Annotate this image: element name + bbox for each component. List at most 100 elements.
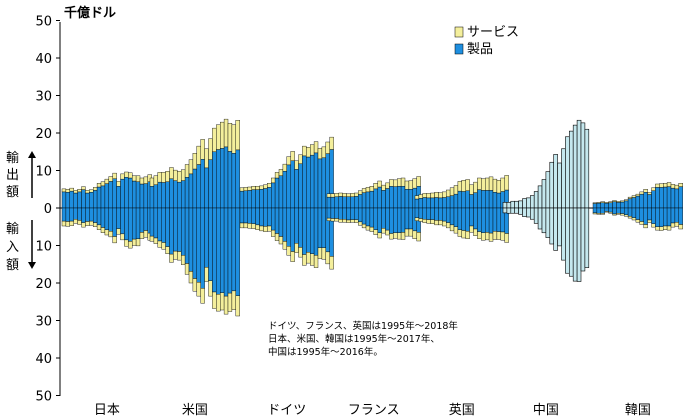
bar-export-goods <box>135 181 141 209</box>
bar-export-goods <box>442 197 447 209</box>
bar-import-goods <box>481 207 486 233</box>
bar-export-services <box>346 193 351 197</box>
bar-export-goods <box>173 180 178 209</box>
bar-import-services <box>659 226 664 231</box>
bar-import-services <box>616 213 621 215</box>
bar-export-goods <box>496 192 501 209</box>
bar-import-goods <box>81 207 86 223</box>
bar-export-services <box>616 201 621 203</box>
bar-export-services <box>169 167 174 179</box>
bar-import-goods <box>89 207 94 222</box>
bar-export-goods <box>192 168 197 209</box>
bar-export-total <box>533 191 539 209</box>
bar-export-goods <box>227 151 233 209</box>
bar-export-services <box>330 193 335 198</box>
bar-import-services <box>61 220 67 227</box>
bar-export-services <box>426 193 431 199</box>
bar-import-services <box>643 224 648 229</box>
bar-export-goods <box>449 195 455 209</box>
bar-import-goods <box>346 207 351 221</box>
bar-import-services <box>430 219 435 224</box>
bar-import-goods <box>192 207 197 279</box>
bar-import-goods <box>350 207 355 220</box>
bar-export-goods <box>85 192 90 209</box>
bar-import-goods <box>243 207 248 224</box>
bar-export-services <box>139 177 145 185</box>
bar-export-goods <box>477 189 482 209</box>
bar-import-services <box>389 233 394 240</box>
bar-import-goods <box>290 207 295 252</box>
bar-import-goods <box>196 207 201 283</box>
bar-import-goods <box>294 207 299 244</box>
y-tick-label: 50 <box>35 390 52 405</box>
bar-import-services <box>404 228 410 237</box>
bar-export-services <box>422 193 427 198</box>
bar-export-services <box>385 182 390 189</box>
bar-export-goods <box>334 196 339 209</box>
bar-import-goods <box>639 207 644 222</box>
bar-export-goods <box>461 191 466 209</box>
bar-import-goods <box>180 207 186 256</box>
bar-import-services <box>310 253 315 266</box>
bar-export-services <box>354 192 359 197</box>
bar-export-goods <box>204 167 209 209</box>
bar-import-goods <box>334 207 339 219</box>
bar-import-goods <box>414 207 420 218</box>
bar-import-services <box>112 236 117 244</box>
bar-export-services <box>442 191 447 198</box>
bar-export-total <box>514 200 519 209</box>
category-label: 中国 <box>533 403 559 418</box>
bar-export-services <box>219 121 225 149</box>
bar-export-services <box>446 189 451 197</box>
bar-import-total <box>510 207 515 214</box>
bar-export-services <box>116 181 121 187</box>
note: ドイツ、フランス、英国は1995年～2018年 日本、米国、韓国は1995年～2… <box>268 320 458 358</box>
category-labels: 日本 米国 ドイツ フランス 英国 中国 韓国 <box>94 403 651 418</box>
bar-import-services <box>278 236 284 245</box>
bar-export-goods <box>321 157 326 209</box>
bar-import-goods <box>73 207 78 220</box>
bar-import-total <box>565 207 570 274</box>
bar-export-services <box>298 154 303 164</box>
bar-import-goods <box>173 207 178 252</box>
bar-import-goods <box>666 207 672 227</box>
bar-export-goods <box>604 202 609 209</box>
bar-export-goods <box>670 187 676 209</box>
bar-export-services <box>635 193 641 197</box>
bar-import-goods <box>96 207 102 226</box>
bar-export-services <box>89 189 94 193</box>
bar-export-goods <box>643 192 648 209</box>
bar-import-goods <box>473 207 478 230</box>
bar-import-goods <box>635 207 641 220</box>
bar-export-total <box>576 119 582 209</box>
bar-export-services <box>404 180 410 190</box>
bar-import-services <box>365 225 371 231</box>
bar-export-services <box>438 192 443 199</box>
bar-export-goods <box>350 196 355 209</box>
bar-export-goods <box>434 197 439 209</box>
bar-import-goods <box>670 207 676 224</box>
bar-export-goods <box>153 184 158 209</box>
bar-import-total <box>545 207 551 238</box>
bar-import-goods <box>61 207 67 222</box>
legend-label-services: サービス <box>467 25 519 40</box>
bar-import-goods <box>627 207 633 217</box>
bar-import-services <box>239 222 245 229</box>
bar-import-goods <box>674 207 680 223</box>
bar-import-total <box>526 207 531 218</box>
bar-import-total <box>568 207 574 277</box>
bar-export-goods <box>104 183 110 209</box>
bar-export-goods <box>143 183 148 209</box>
bar-export-goods <box>354 196 359 209</box>
bar-import-goods <box>465 207 470 232</box>
bar-import-goods <box>373 207 378 230</box>
bar-export-goods <box>165 181 170 209</box>
bar-import-goods <box>286 207 291 247</box>
bar-import-services <box>282 241 287 250</box>
bar-export-goods <box>393 186 398 209</box>
bar-import-services <box>457 229 462 237</box>
bar-import-services <box>65 221 71 227</box>
bar-import-services <box>604 211 609 213</box>
bar-export-goods <box>422 197 427 209</box>
bar-import-services <box>286 246 291 256</box>
